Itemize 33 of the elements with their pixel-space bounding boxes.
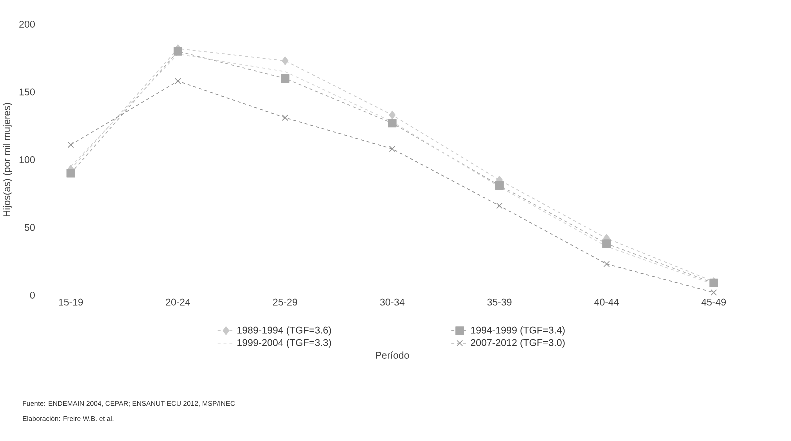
y-tick-label: 0 [30, 292, 36, 299]
x-tick-label: 20-24 [166, 298, 190, 306]
x-tick-label: 45-49 [702, 298, 726, 306]
point [175, 78, 182, 84]
point [174, 47, 182, 56]
point [68, 142, 74, 148]
x-tick-label: 40-44 [594, 298, 620, 306]
point [495, 181, 504, 190]
x-tick-label: 35-39 [488, 298, 512, 306]
point [389, 110, 396, 120]
y-tick-label: 100 [20, 156, 36, 164]
point [602, 240, 612, 248]
y-axis-title: Hijos(as) (por mil mujeres) [3, 103, 12, 216]
point [710, 289, 718, 296]
x-tick-label: 30-34 [380, 298, 405, 306]
point [388, 118, 397, 128]
y-tick-label: 150 [20, 88, 36, 96]
point [282, 56, 289, 66]
x-tick-label: 15-19 [59, 298, 84, 306]
legend-label: 2007-2012 (TGF=3.0) [471, 339, 565, 348]
legend-label: 1994-1999 (TGF=3.4) [471, 326, 565, 336]
x-axis-title: Período [376, 352, 410, 359]
y-tick-label: 50 [24, 224, 36, 232]
x-tick-label: 25-29 [273, 298, 298, 306]
point [281, 74, 290, 83]
point [66, 169, 76, 178]
legend-label: 1999-2004 (TGF=3.3) [238, 339, 332, 348]
point [389, 146, 396, 152]
point [282, 114, 289, 122]
point [604, 261, 610, 268]
y-tick-label: 200 [20, 20, 36, 28]
legend-label: 1989-1994 (TGF=3.6) [238, 326, 332, 336]
point [496, 202, 503, 210]
